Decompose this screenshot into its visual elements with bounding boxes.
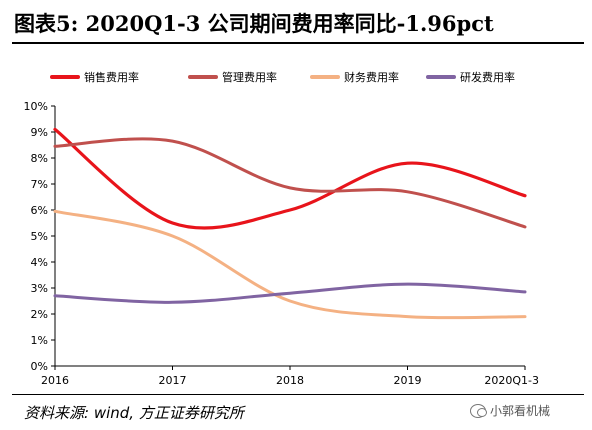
y-tick-label: 0% — [31, 360, 48, 373]
y-tick-label: 5% — [31, 230, 48, 243]
y-tick-label: 3% — [31, 282, 48, 295]
y-tick-label: 6% — [31, 204, 48, 217]
x-tick-label: 2019 — [394, 374, 422, 387]
legend-label: 销售费用率 — [84, 70, 139, 84]
legend-label: 财务费用率 — [344, 70, 399, 84]
legend-label: 管理费用率 — [222, 70, 277, 84]
y-tick-label: 9% — [31, 126, 48, 139]
series-line-4 — [53, 282, 527, 304]
y-tick-label: 7% — [31, 178, 48, 191]
series-line-3 — [53, 209, 527, 320]
watermark: 小郭看机械 — [470, 402, 550, 419]
y-tick-label: 1% — [31, 334, 48, 347]
x-tick-label: 2016 — [41, 374, 69, 387]
series-line-1 — [53, 127, 527, 230]
chart-legend: 销售费用率 管理费用率 财务费用率 研发费用率 — [50, 70, 515, 84]
chart-axes: 0% 1% 2% 3% 4% 5% 6% 7% 8% 9% 10% 2016 2017 2018 2019 2… — [24, 100, 539, 387]
wechat-icon — [470, 403, 487, 418]
legend-label: 研发费用率 — [460, 70, 515, 84]
chart-series — [53, 127, 527, 320]
x-tick-label: 2018 — [276, 374, 304, 387]
y-tick-label: 8% — [31, 152, 48, 165]
title-divider — [12, 42, 584, 44]
y-tick-label: 10% — [24, 100, 48, 113]
y-tick-label: 4% — [31, 256, 48, 269]
watermark-label: 小郭看机械 — [490, 404, 551, 418]
footer-divider — [12, 394, 584, 395]
x-tick-label: 2020Q1-3 — [484, 374, 539, 387]
y-tick-label: 2% — [31, 308, 48, 321]
source-note: 资料来源: wind, 方正证券研究所 — [24, 404, 244, 422]
x-tick-label: 2017 — [159, 374, 187, 387]
series-line-2 — [53, 137, 527, 229]
page-title: 图表5: 2020Q1-3 公司期间费用率同比-1.96pct — [14, 11, 494, 36]
